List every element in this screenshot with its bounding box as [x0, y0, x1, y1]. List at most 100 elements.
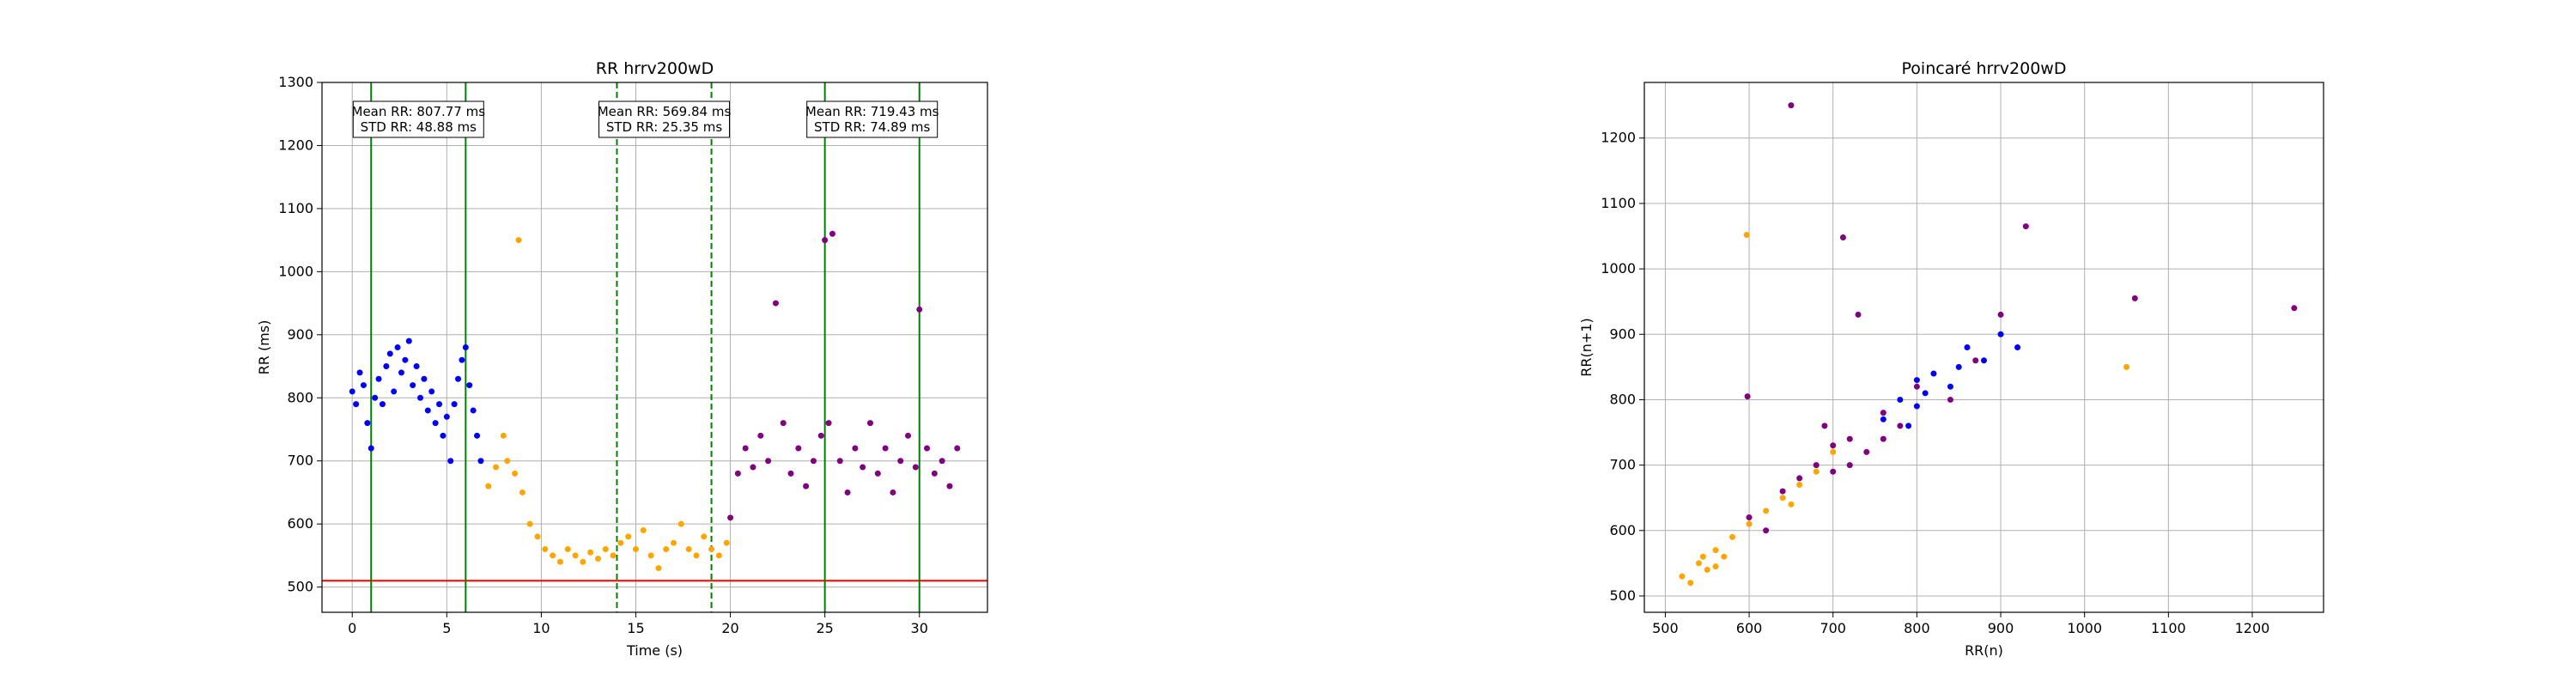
data-point-orange	[493, 464, 500, 471]
data-point-purple	[750, 464, 756, 471]
data-point-purple	[742, 445, 749, 452]
data-point-purple	[757, 432, 764, 439]
data-point-blue	[1997, 331, 2004, 337]
data-point-orange	[512, 470, 519, 477]
data-point-orange	[1695, 560, 1702, 567]
data-point-purple	[1839, 234, 1846, 241]
data-point-orange	[693, 552, 700, 559]
data-point-purple	[825, 420, 832, 427]
y-tick-label: 600	[287, 515, 313, 532]
data-point-blue	[440, 432, 447, 439]
data-point-purple	[787, 470, 794, 477]
poincare-plot: 500 600 700 800 900 1000 1100 1200 500 600 700 800 9…	[1578, 59, 2324, 659]
data-point-purple	[1830, 468, 1837, 475]
data-point-purple	[1846, 435, 1853, 442]
data-point-purple	[912, 464, 919, 471]
y-tick-label: 1200	[278, 137, 313, 153]
data-point-purple	[817, 432, 824, 439]
data-point-orange	[556, 558, 563, 565]
data-point-orange	[1779, 495, 1786, 502]
annotation-std: STD RR: 25.35 ms	[606, 119, 723, 135]
data-point-blue	[1913, 403, 1920, 410]
data-point-orange	[723, 539, 730, 546]
y-tick-label: 800	[287, 389, 313, 405]
y-tick-label: 700	[1609, 457, 1636, 473]
x-tick-label: 15	[627, 620, 644, 636]
data-point-blue	[1964, 344, 1971, 350]
data-point-orange	[542, 546, 549, 553]
x-axis-label: Time (s)	[626, 642, 683, 659]
data-point-purple	[2131, 295, 2138, 301]
data-point-orange	[655, 565, 662, 572]
data-point-purple	[1788, 102, 1795, 109]
data-point-purple	[1744, 393, 1751, 400]
x-tick-label: 700	[1820, 620, 1846, 636]
data-point-orange	[701, 533, 708, 540]
data-point-orange	[2123, 363, 2130, 370]
x-tick-label: 1000	[2067, 620, 2102, 636]
data-point-purple	[795, 445, 802, 452]
data-point-purple	[836, 458, 843, 465]
data-point-orange	[504, 458, 511, 465]
y-tick-label: 800	[1609, 391, 1636, 407]
data-point-purple	[946, 483, 953, 489]
data-point-purple	[1880, 410, 1886, 416]
data-point-orange	[1704, 566, 1710, 573]
x-tick-label: 900	[1988, 620, 2014, 636]
data-point-purple	[874, 470, 881, 477]
data-point-orange	[1743, 231, 1750, 238]
data-point-blue	[1897, 396, 1904, 403]
y-tick-label: 1100	[1601, 195, 1636, 211]
data-point-purple	[1913, 383, 1920, 390]
data-point-blue	[368, 445, 374, 452]
data-point-orange	[1796, 481, 1803, 488]
data-point-orange	[485, 483, 492, 489]
y-tick-label: 1000	[278, 263, 313, 279]
y-tick-label: 1100	[278, 200, 313, 216]
data-point-purple	[852, 445, 859, 452]
y-tick-label: 700	[287, 453, 313, 469]
data-point-orange	[1699, 553, 1706, 560]
annotation-box	[352, 100, 484, 138]
data-point-blue	[459, 356, 465, 363]
data-point-blue	[424, 407, 431, 414]
data-point-orange	[1746, 520, 1753, 527]
data-point-blue	[1880, 416, 1886, 423]
data-point-blue	[364, 420, 371, 427]
x-tick-label: 0	[348, 620, 356, 636]
y-tick-label: 900	[1609, 325, 1636, 342]
data-point-purple	[1813, 462, 1820, 469]
data-point-blue	[1947, 383, 1953, 390]
data-point-purple	[882, 445, 889, 452]
data-point-purple	[1830, 442, 1837, 449]
data-point-orange	[677, 520, 684, 527]
chart-title: RR hrrv200wD	[596, 59, 714, 78]
rr-time-series-plot: 0 5 10 15 20 25 30 500 600 700 800 900 1000 1100 1200 1…	[256, 59, 988, 659]
data-point-blue	[391, 388, 398, 395]
data-point-purple	[1997, 311, 2004, 318]
data-point-orange	[715, 552, 722, 559]
data-point-blue	[360, 382, 367, 389]
data-point-purple	[1972, 357, 1979, 364]
data-point-orange	[1679, 573, 1686, 580]
data-point-blue	[372, 394, 379, 401]
x-axis-label: RR(n)	[1965, 642, 2003, 659]
data-point-orange	[617, 539, 624, 546]
data-point-orange	[572, 552, 579, 559]
data-point-orange	[587, 549, 594, 556]
data-point-blue	[432, 420, 439, 427]
x-tick-label: 500	[1652, 620, 1679, 636]
y-axis-label: RR(n+1)	[1578, 318, 1595, 376]
data-point-blue	[2014, 344, 2021, 350]
annotation-std: STD RR: 48.88 ms	[361, 119, 477, 135]
x-tick-label: 600	[1736, 620, 1763, 636]
data-point-orange	[647, 552, 654, 559]
data-point-orange	[1729, 533, 1736, 540]
data-point-orange	[534, 533, 541, 540]
data-point-purple	[822, 237, 829, 244]
data-point-purple	[772, 300, 779, 307]
data-point-purple	[931, 470, 938, 477]
data-point-orange	[632, 546, 639, 553]
data-point-purple	[1846, 462, 1853, 469]
